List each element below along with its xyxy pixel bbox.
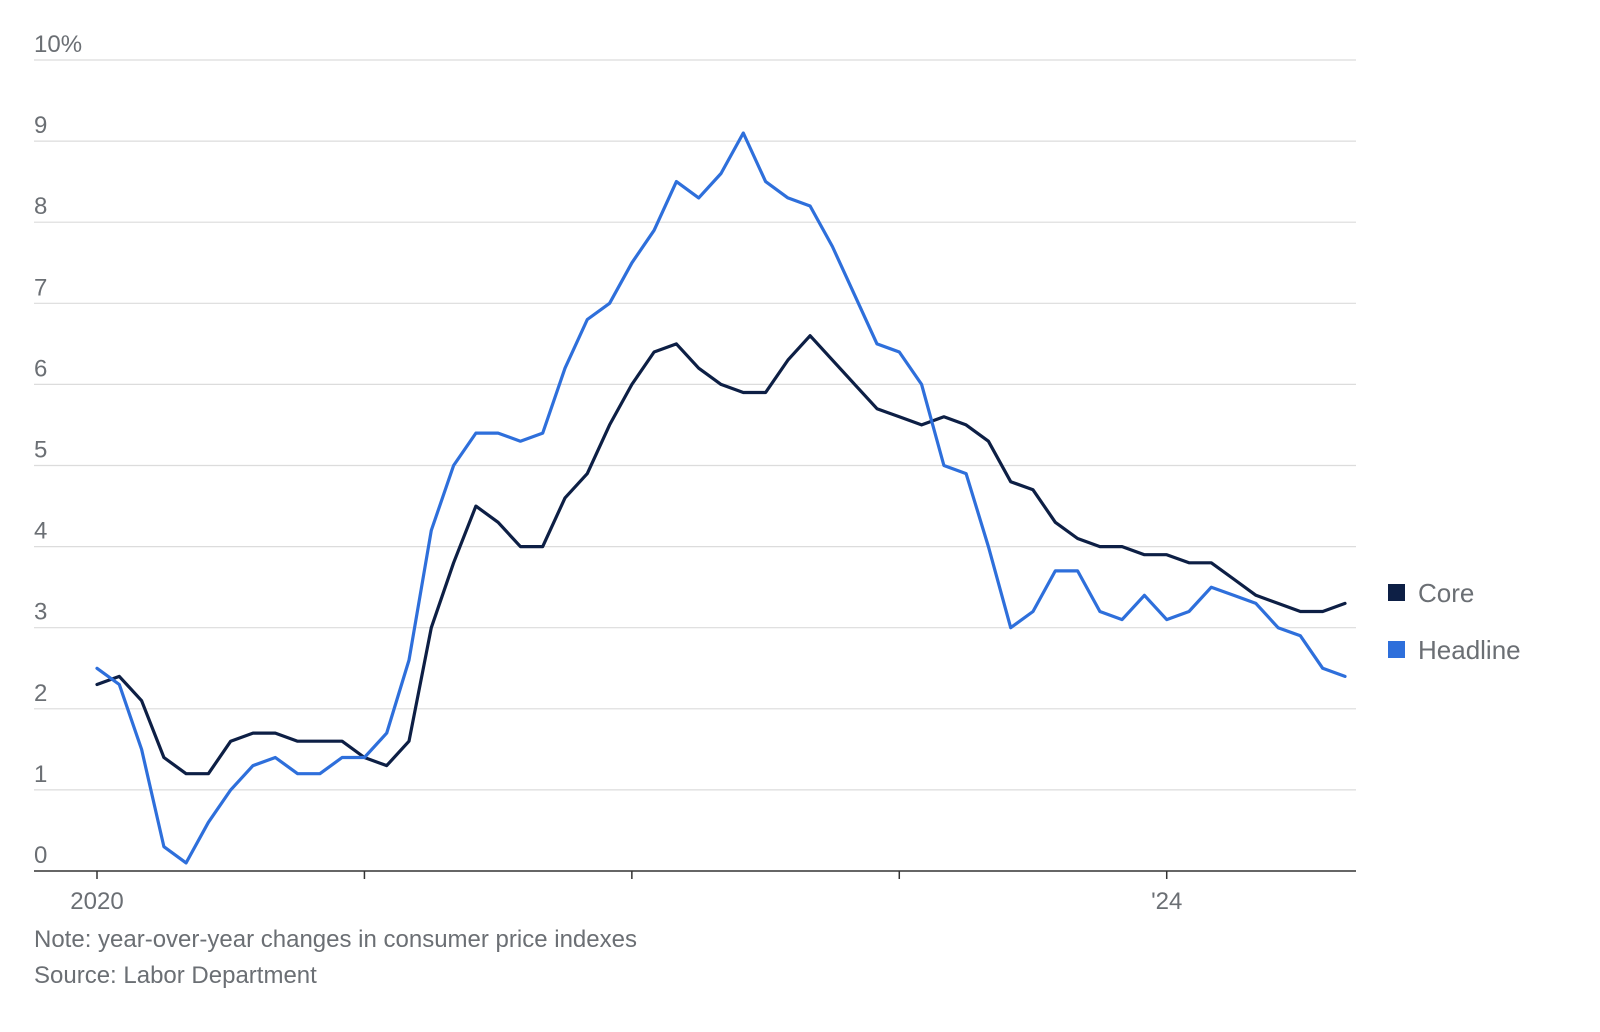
- y-tick-label: 10%: [34, 31, 82, 58]
- y-tick-label: 0: [34, 842, 47, 869]
- chart-source: Source: Labor Department: [34, 962, 317, 989]
- chart-note: Note: year-over-year changes in consumer…: [34, 926, 637, 953]
- series-line-core: [95, 334, 1347, 776]
- legend-swatch-core: [1388, 584, 1405, 601]
- y-tick-label: 2: [34, 680, 47, 707]
- legend-label-core: Core: [1418, 578, 1474, 608]
- y-axis-ticks: 0 1 2 3 4 5 6 7 8 9 10%: [34, 31, 82, 869]
- y-tick-label: 9: [34, 112, 47, 139]
- y-tick-label: 1: [34, 761, 47, 788]
- y-tick-label: 5: [34, 437, 47, 464]
- y-tick-label: 4: [34, 518, 47, 545]
- y-tick-label: 7: [34, 274, 47, 301]
- legend: Core Headline: [1388, 578, 1521, 665]
- gridlines: [34, 59, 1356, 791]
- legend-label-headline: Headline: [1418, 635, 1521, 665]
- series-line-headline: [95, 131, 1347, 865]
- y-tick-label: 8: [34, 193, 47, 220]
- y-tick-label: 3: [34, 599, 47, 626]
- y-tick-label: 6: [34, 355, 47, 382]
- x-axis: 2020 '24: [34, 870, 1356, 915]
- x-tick-label: '24: [1151, 888, 1182, 915]
- legend-swatch-headline: [1388, 641, 1405, 658]
- series-lines: [95, 131, 1347, 865]
- x-tick-label: 2020: [70, 888, 123, 915]
